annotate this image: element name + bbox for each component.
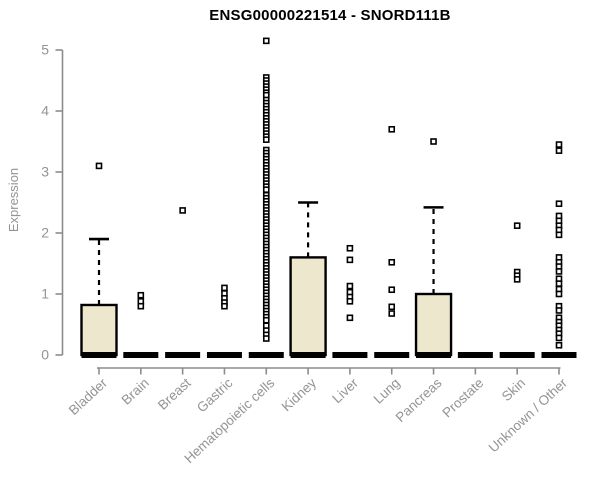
outlier-point [346, 256, 354, 264]
outlier-point [179, 207, 186, 214]
outlier-point [388, 310, 396, 317]
outlier-point [346, 298, 354, 305]
outlier-point [388, 303, 396, 311]
outlier-point [555, 268, 563, 275]
median-bar [81, 352, 117, 358]
outlier-point [430, 138, 437, 145]
outlier-point [221, 284, 228, 292]
outlier-point [555, 147, 563, 154]
y-tick-label: 3 [41, 164, 49, 180]
x-category-label: Brain [119, 375, 152, 407]
outlier-point [137, 291, 145, 299]
box [80, 303, 118, 357]
median-bar [290, 352, 326, 358]
median-bar [374, 352, 410, 358]
outlier-point [555, 280, 563, 287]
x-category-label: Skin [499, 375, 528, 404]
outlier-point [221, 302, 228, 310]
x-category-label: Liver [329, 375, 361, 406]
outlier-point [95, 162, 103, 170]
x-category-label: Bladder [66, 375, 111, 418]
median-bar [332, 352, 368, 358]
box [289, 256, 327, 357]
y-tick-label: 0 [41, 347, 49, 363]
outlier-point [555, 200, 563, 208]
outlier-point [262, 335, 270, 342]
outlier-point [513, 222, 521, 229]
outlier-point [555, 341, 563, 349]
outlier-point [555, 290, 563, 298]
x-category-label: Pancreas [393, 375, 445, 425]
outlier-point [262, 316, 270, 324]
outlier-point [555, 307, 563, 314]
median-bar [206, 352, 242, 358]
median-bar [416, 352, 452, 358]
y-tick-label: 1 [41, 286, 49, 302]
x-category-label: Breast [155, 375, 194, 413]
outlier-point [388, 258, 396, 266]
outlier-point [513, 276, 521, 283]
outlier-point [137, 302, 145, 310]
outlier-point [555, 231, 563, 239]
outlier-point [388, 126, 396, 133]
outlier-point [346, 314, 354, 322]
chart-title: ENSG00000221514 - SNORD111B [209, 7, 451, 24]
outlier-point [388, 286, 396, 294]
outlier-point [262, 37, 270, 45]
x-category-label: Prostate [439, 375, 486, 420]
median-bar [457, 352, 493, 358]
outlier-point [346, 244, 354, 252]
median-bar [248, 352, 284, 358]
y-tick-label: 2 [41, 225, 49, 241]
outlier-point [555, 141, 563, 148]
median-bar [123, 352, 159, 358]
y-tick-label: 4 [41, 103, 49, 119]
x-category-label: Lung [371, 375, 403, 406]
x-category-label: Unknown / Other [486, 375, 571, 455]
box [414, 292, 453, 357]
outlier-point [262, 136, 270, 143]
outlier-point [555, 334, 563, 342]
median-bar [499, 352, 535, 358]
outlier-point [346, 282, 354, 290]
median-bar [165, 352, 201, 358]
median-bar [541, 352, 577, 358]
outlier-point [262, 186, 270, 193]
y-tick-label: 5 [41, 42, 49, 58]
x-category-label: Kidney [279, 375, 320, 414]
